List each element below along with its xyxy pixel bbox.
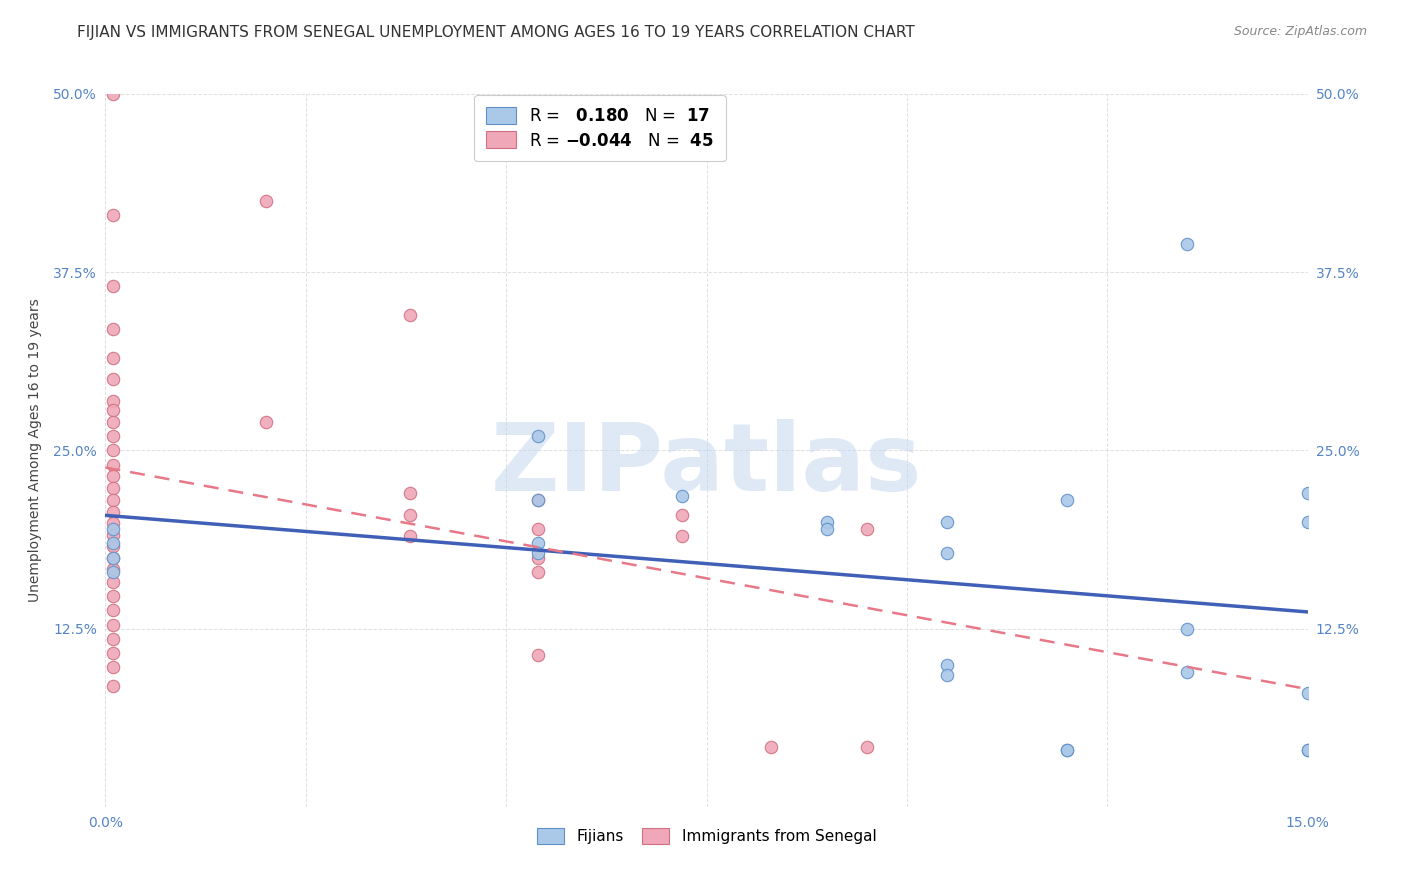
Point [103,550,125,565]
Point [936,515,959,529]
Point [103,574,125,589]
Point [936,657,959,672]
Point [399,529,422,543]
Point [103,208,125,222]
Point [1056,743,1078,757]
Point [103,429,125,443]
Point [103,562,125,576]
Point [103,527,125,541]
Point [399,486,422,500]
Point [527,565,550,579]
Point [103,539,125,553]
Point [527,546,550,560]
Point [103,603,125,617]
Point [103,443,125,458]
Point [103,632,125,646]
Point [103,565,125,579]
Point [103,322,125,336]
Point [527,648,550,662]
Point [527,493,550,508]
Point [399,508,422,522]
Point [1296,743,1319,757]
Point [1177,622,1199,636]
Point [254,194,277,208]
Point [103,646,125,660]
Legend: Fijians, Immigrants from Senegal: Fijians, Immigrants from Senegal [527,819,886,853]
Point [103,458,125,472]
Text: Source: ZipAtlas.com: Source: ZipAtlas.com [1233,25,1367,38]
Point [527,536,550,550]
Point [1296,486,1319,500]
Point [527,550,550,565]
Point [103,505,125,519]
Point [103,469,125,483]
Point [254,415,277,429]
Point [1296,743,1319,757]
Y-axis label: Unemployment Among Ages 16 to 19 years: Unemployment Among Ages 16 to 19 years [28,299,42,602]
Point [855,740,877,755]
Point [103,372,125,386]
Point [103,415,125,429]
Point [1296,686,1319,700]
Point [936,546,959,560]
Point [103,536,125,550]
Point [103,393,125,408]
Point [103,589,125,603]
Point [103,481,125,495]
Point [103,279,125,293]
Text: ZIPatlas: ZIPatlas [491,418,922,511]
Point [527,522,550,536]
Point [103,550,125,565]
Point [103,351,125,365]
Point [815,515,838,529]
Point [1056,743,1078,757]
Point [103,679,125,693]
Point [671,529,693,543]
Point [815,522,838,536]
Point [103,493,125,508]
Point [527,493,550,508]
Text: FIJIAN VS IMMIGRANTS FROM SENEGAL UNEMPLOYMENT AMONG AGES 16 TO 19 YEARS CORRELA: FIJIAN VS IMMIGRANTS FROM SENEGAL UNEMPL… [77,25,915,40]
Point [103,660,125,674]
Point [1177,236,1199,251]
Point [527,429,550,443]
Point [1177,665,1199,679]
Point [103,516,125,531]
Point [759,740,782,755]
Point [671,489,693,503]
Point [671,508,693,522]
Point [103,403,125,417]
Point [103,522,125,536]
Point [936,667,959,681]
Point [1296,515,1319,529]
Point [103,87,125,101]
Point [103,617,125,632]
Point [399,308,422,322]
Point [1056,493,1078,508]
Point [855,522,877,536]
